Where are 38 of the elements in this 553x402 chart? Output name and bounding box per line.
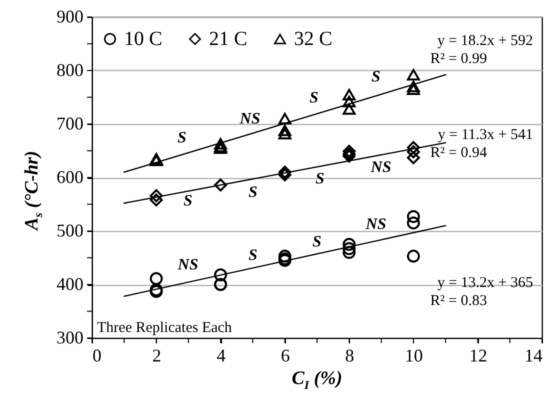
annotation: S	[178, 129, 187, 146]
annotation: NS	[238, 110, 260, 128]
annotation: y = 13.2x + 365	[437, 275, 533, 291]
annotation: NS	[364, 216, 386, 234]
annotation: S	[372, 68, 381, 86]
x-axis-title: C$_{I}$ (%)	[290, 368, 344, 393]
y-tick-label: 400	[56, 274, 84, 294]
annotation: NS	[176, 256, 198, 274]
legend-label: 10 C	[124, 28, 162, 50]
y-tick-label: 600	[56, 167, 84, 187]
y-tick-label: 500	[56, 220, 84, 240]
annotation: S	[248, 184, 258, 201]
x-tick-label: 10	[404, 346, 423, 366]
annotation: NS	[370, 158, 392, 176]
x-tick-label: 0	[92, 346, 102, 366]
x-tick-label: 2	[152, 346, 162, 366]
annotation: y = 11.3x + 541	[438, 127, 533, 143]
y-tick-label: 800	[56, 60, 84, 80]
annotation: Three Replicates Each	[97, 320, 232, 336]
annotation: R² = 0.94	[430, 145, 488, 161]
annotation: R² = 0.83	[430, 293, 487, 309]
annotation: y = 18.2x + 592	[437, 33, 533, 49]
y-tick-label: 900	[56, 6, 84, 26]
x-tick-label: 8	[345, 346, 354, 366]
annotation: S	[316, 170, 325, 188]
annotation: S	[312, 234, 322, 251]
x-tick-label: 6	[280, 346, 290, 366]
y-tick-label: 700	[56, 114, 84, 134]
legend-label: 32 C	[294, 28, 332, 50]
annotation: R² = 0.99	[430, 51, 487, 67]
annotation: S	[248, 247, 258, 264]
x-tick-label: 12	[469, 346, 488, 366]
annotation: S	[310, 89, 319, 106]
x-tick-label: 4	[216, 346, 226, 366]
x-tick-label: 14	[524, 346, 542, 366]
legend-label: 21 C	[209, 28, 248, 50]
annotation: S	[184, 192, 193, 210]
y-tick-label: 300	[56, 328, 84, 348]
